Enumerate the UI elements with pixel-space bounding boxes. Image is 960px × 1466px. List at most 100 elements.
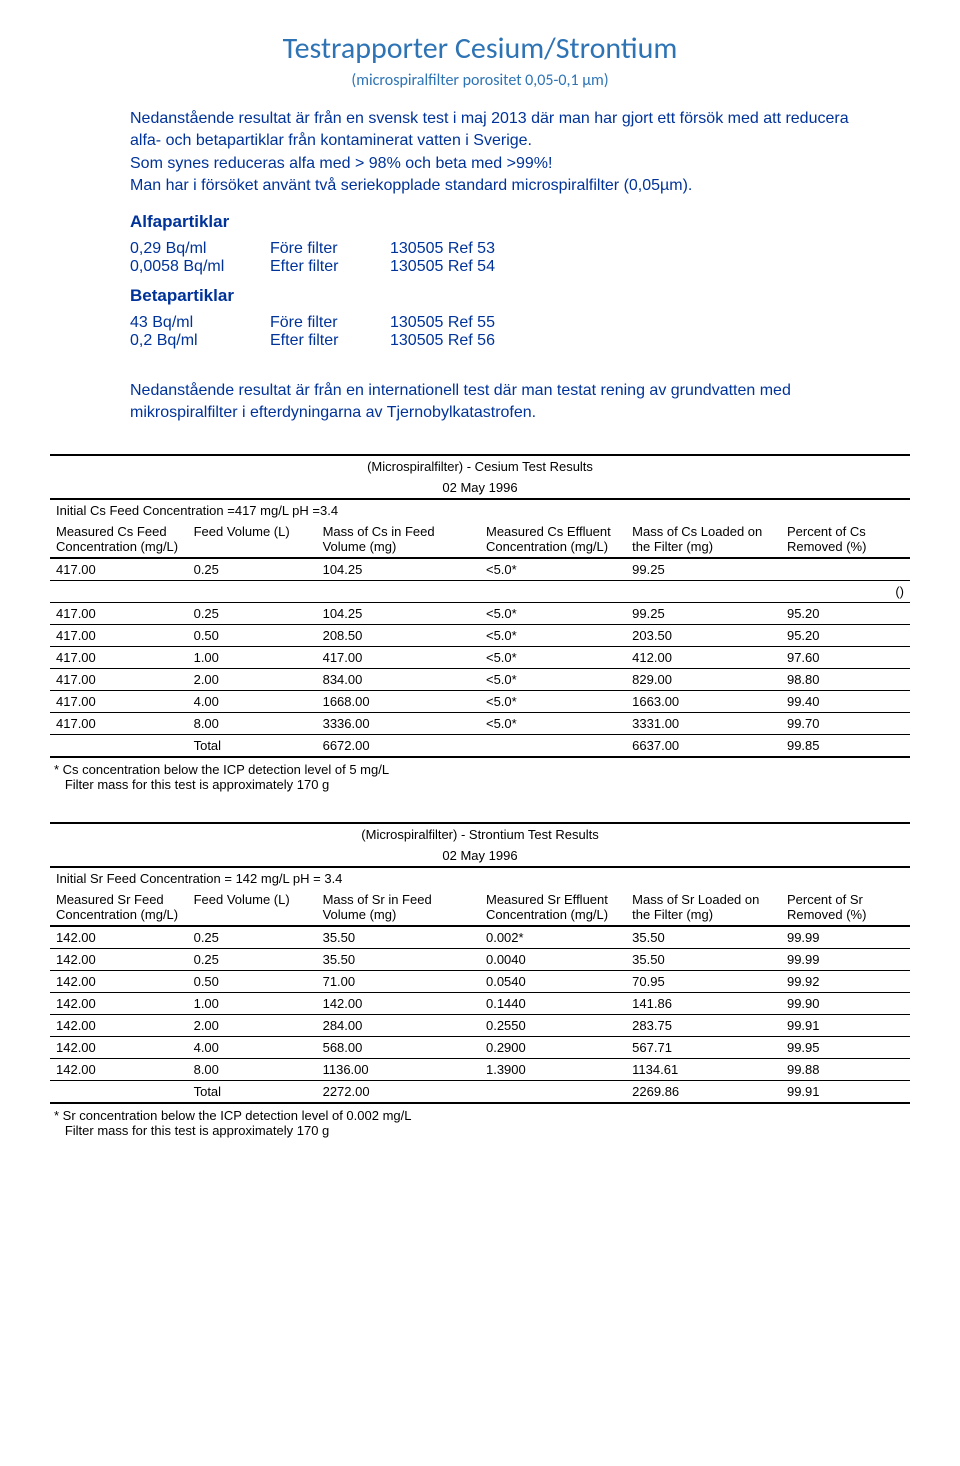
table-cell: [317, 581, 480, 603]
table-cell: 1136.00: [317, 1059, 480, 1081]
table-cell: <5.0*: [480, 713, 626, 735]
table-cell: 8.00: [188, 713, 317, 735]
table-cell: <5.0*: [480, 647, 626, 669]
table-cell: 142.00: [50, 993, 188, 1015]
strontium-h0: Measured Sr Feed Concentration (mg/L): [50, 889, 188, 926]
table-cell: 99.99: [781, 926, 910, 949]
beta-rows: 43 Bq/mlFöre filter130505 Ref 550,2 Bq/m…: [130, 314, 910, 350]
strontium-table: (Microspiralfilter) - Strontium Test Res…: [50, 822, 910, 1104]
data-row: 0,0058 Bq/mlEfter filter130505 Ref 54: [130, 258, 910, 276]
table-cell: Total: [188, 735, 317, 758]
table-cell: 142.00: [50, 971, 188, 993]
table-row: Total2272.00 2269.8699.91: [50, 1081, 910, 1104]
table-cell: 104.25: [317, 603, 480, 625]
table-cell: 283.75: [626, 1015, 781, 1037]
table-cell: 70.95: [626, 971, 781, 993]
table-cell: 412.00: [626, 647, 781, 669]
table-cell: 203.50: [626, 625, 781, 647]
table-cell: 99.88: [781, 1059, 910, 1081]
table-cell: 0.50: [188, 625, 317, 647]
cell: Efter filter: [270, 258, 390, 276]
table-cell: [626, 581, 781, 603]
table-cell: 567.71: [626, 1037, 781, 1059]
table-cell: 35.50: [317, 926, 480, 949]
table-cell: 417.00: [50, 669, 188, 691]
table-cell: 417.00: [50, 647, 188, 669]
table-cell: 417.00: [50, 625, 188, 647]
table-cell: 6672.00: [317, 735, 480, 758]
table-row: 417.000.25104.25<5.0*99.25: [50, 558, 910, 581]
table-cell: [480, 735, 626, 758]
cell: 0,29 Bq/ml: [130, 240, 270, 258]
table-cell: 142.00: [317, 993, 480, 1015]
data-row: 0,29 Bq/mlFöre filter130505 Ref 53: [130, 240, 910, 258]
table-row: 417.000.25104.25<5.0*99.2595.20: [50, 603, 910, 625]
table-cell: 4.00: [188, 691, 317, 713]
table-cell: 0.0040: [480, 949, 626, 971]
table-cell: 2269.86: [626, 1081, 781, 1104]
table-cell: 2272.00: [317, 1081, 480, 1104]
table-cell: 99.99: [781, 949, 910, 971]
cell: Före filter: [270, 314, 390, 332]
table-cell: Total: [188, 1081, 317, 1104]
strontium-title: (Microspiralfilter) - Strontium Test Res…: [50, 823, 910, 845]
table-cell: 3336.00: [317, 713, 480, 735]
table-cell: 2.00: [188, 1015, 317, 1037]
cesium-h3: Measured Cs Effluent Concentration (mg/L…: [480, 521, 626, 558]
table-cell: [50, 1081, 188, 1104]
strontium-h4: Mass of Sr Loaded on the Filter (mg): [626, 889, 781, 926]
table-row: 417.008.003336.00<5.0*3331.0099.70: [50, 713, 910, 735]
table-cell: 1.00: [188, 647, 317, 669]
table-cell: 35.50: [626, 926, 781, 949]
table-cell: 417.00: [50, 603, 188, 625]
table-cell: 1.00: [188, 993, 317, 1015]
table-cell: 2.00: [188, 669, 317, 691]
alpha-heading: Alfapartiklar: [130, 212, 910, 232]
table-row: 142.000.2535.500.004035.5099.99: [50, 949, 910, 971]
table-row: 142.001.00142.000.1440141.8699.90: [50, 993, 910, 1015]
cell: 130505 Ref 53: [390, 240, 495, 258]
table-cell: 95.20: [781, 625, 910, 647]
strontium-h2: Mass of Sr in Feed Volume (mg): [317, 889, 480, 926]
cesium-h4: Mass of Cs Loaded on the Filter (mg): [626, 521, 781, 558]
table-cell: 99.91: [781, 1081, 910, 1104]
table-cell: [188, 581, 317, 603]
table-cell: 0.25: [188, 949, 317, 971]
table-cell: 834.00: [317, 669, 480, 691]
cell: 0,0058 Bq/ml: [130, 258, 270, 276]
strontium-footnote: * Sr concentration below the ICP detecti…: [54, 1108, 910, 1138]
cesium-h2: Mass of Cs in Feed Volume (mg): [317, 521, 480, 558]
table-cell: 0.0540: [480, 971, 626, 993]
strontium-h5: Percent of Sr Removed (%): [781, 889, 910, 926]
table-cell: 142.00: [50, 926, 188, 949]
page-title: Testrapporter Cesium/Strontium: [50, 30, 910, 67]
table-row: 417.002.00834.00<5.0*829.0098.80: [50, 669, 910, 691]
table-cell: <5.0*: [480, 558, 626, 581]
table-cell: 141.86: [626, 993, 781, 1015]
table-cell: [50, 581, 188, 603]
table-cell: 142.00: [50, 1059, 188, 1081]
cesium-date: 02 May 1996: [50, 477, 910, 499]
data-row: 0,2 Bq/mlEfter filter130505 Ref 56: [130, 332, 910, 350]
beta-heading: Betapartiklar: [130, 286, 910, 306]
table-row: 142.004.00568.000.2900567.7199.95: [50, 1037, 910, 1059]
cesium-h5: Percent of Cs Removed (%): [781, 521, 910, 558]
table-cell: 99.91: [781, 1015, 910, 1037]
table-cell: 95.20: [781, 603, 910, 625]
cell: 43 Bq/ml: [130, 314, 270, 332]
table-cell: 0.25: [188, 603, 317, 625]
table-cell: 97.60: [781, 647, 910, 669]
table-cell: <5.0*: [480, 669, 626, 691]
table-cell: 0.2900: [480, 1037, 626, 1059]
table-cell: 1668.00: [317, 691, 480, 713]
table-cell: 417.00: [50, 558, 188, 581]
table-cell: 99.70: [781, 713, 910, 735]
intro-paragraph: Nedanstående resultat är från en svensk …: [130, 108, 880, 198]
table-cell: <5.0*: [480, 625, 626, 647]
strontium-initial: Initial Sr Feed Concentration = 142 mg/L…: [50, 867, 910, 889]
table-row: 142.002.00284.000.2550283.7599.91: [50, 1015, 910, 1037]
table-cell: <5.0*: [480, 603, 626, 625]
cesium-header-row: Measured Cs Feed Concentration (mg/L) Fe…: [50, 521, 910, 558]
table-cell: 829.00: [626, 669, 781, 691]
table-cell: 0.25: [188, 558, 317, 581]
